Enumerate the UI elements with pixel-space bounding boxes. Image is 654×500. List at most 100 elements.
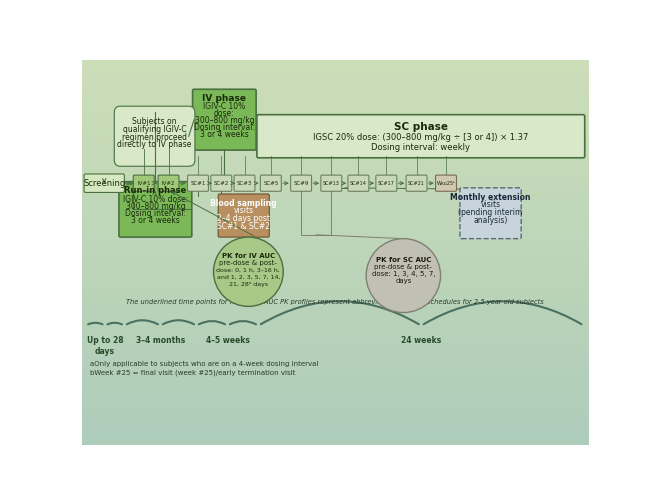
Bar	[82, 321, 589, 322]
Bar	[82, 170, 589, 171]
Bar	[82, 327, 589, 328]
Bar	[82, 121, 589, 122]
Bar	[82, 181, 589, 182]
Bar	[82, 434, 589, 435]
Bar	[82, 268, 589, 270]
Bar	[82, 101, 589, 102]
Bar	[82, 366, 589, 367]
Bar	[82, 196, 589, 197]
Bar	[82, 222, 589, 223]
Bar	[82, 294, 589, 295]
Bar	[82, 111, 589, 112]
Bar	[82, 398, 589, 399]
Bar	[82, 203, 589, 204]
Bar	[82, 274, 589, 275]
Bar	[82, 256, 589, 257]
Text: PK for IV AUC: PK for IV AUC	[222, 254, 275, 260]
Bar	[82, 280, 589, 281]
Bar	[82, 78, 589, 79]
Bar	[82, 304, 589, 305]
Bar	[82, 381, 589, 382]
Bar	[82, 112, 589, 113]
Text: pre-dose & post-: pre-dose & post-	[220, 260, 277, 266]
Bar	[82, 215, 589, 216]
Bar	[82, 310, 589, 311]
Bar	[82, 190, 589, 191]
Bar	[82, 116, 589, 117]
Bar	[82, 374, 589, 375]
Text: IGSC 20% dose: (300–800 mg/kg ÷ [3 or 4]) × 1.37: IGSC 20% dose: (300–800 mg/kg ÷ [3 or 4]…	[313, 132, 528, 141]
Bar	[82, 261, 589, 262]
Bar	[82, 76, 589, 77]
Bar	[82, 90, 589, 91]
Bar	[82, 432, 589, 434]
Bar	[82, 201, 589, 202]
Bar	[82, 354, 589, 355]
Bar	[82, 238, 589, 240]
FancyBboxPatch shape	[436, 175, 456, 192]
Bar	[82, 295, 589, 296]
Text: bWeek #25 = final visit (week #25)/early termination visit: bWeek #25 = final visit (week #25)/early…	[90, 370, 295, 376]
Bar	[82, 291, 589, 292]
Bar	[82, 158, 589, 160]
Bar	[82, 360, 589, 361]
Bar	[82, 358, 589, 359]
Bar	[82, 426, 589, 428]
Bar	[82, 340, 589, 341]
Bar	[82, 245, 589, 246]
Bar	[82, 187, 589, 188]
Bar	[82, 365, 589, 366]
Bar	[82, 160, 589, 161]
Bar	[82, 282, 589, 284]
FancyBboxPatch shape	[260, 175, 281, 192]
Bar	[82, 92, 589, 93]
Bar	[82, 216, 589, 217]
FancyBboxPatch shape	[119, 182, 192, 237]
Bar	[82, 134, 589, 136]
Bar	[82, 369, 589, 370]
Bar	[82, 152, 589, 153]
Text: SC#5: SC#5	[263, 180, 279, 186]
Bar	[82, 412, 589, 414]
Bar	[82, 142, 589, 143]
Bar	[82, 87, 589, 88]
Bar	[82, 207, 589, 208]
Bar	[82, 345, 589, 346]
Bar	[82, 351, 589, 352]
Bar	[82, 421, 589, 422]
Bar	[82, 349, 589, 350]
Bar	[82, 384, 589, 385]
Text: SC#1: SC#1	[190, 180, 206, 186]
FancyBboxPatch shape	[133, 175, 154, 192]
Bar	[82, 220, 589, 221]
Bar	[82, 173, 589, 174]
Bar	[82, 230, 589, 231]
Bar	[82, 163, 589, 164]
Text: SC#9: SC#9	[294, 180, 309, 186]
Text: Run-in phase: Run-in phase	[124, 186, 186, 196]
Bar	[82, 322, 589, 324]
Bar	[82, 348, 589, 349]
Bar	[82, 255, 589, 256]
Bar	[82, 186, 589, 187]
FancyBboxPatch shape	[376, 175, 397, 192]
Text: Wku25ᵇ: Wku25ᵇ	[436, 180, 456, 186]
Bar	[82, 67, 589, 68]
Bar	[82, 143, 589, 144]
Text: days: days	[395, 278, 411, 284]
Bar	[82, 151, 589, 152]
Bar	[82, 419, 589, 420]
Bar	[82, 100, 589, 101]
Bar	[82, 98, 589, 100]
Bar	[82, 130, 589, 131]
Bar	[82, 344, 589, 345]
Bar	[82, 409, 589, 410]
Bar	[82, 287, 589, 288]
Bar	[82, 221, 589, 222]
FancyBboxPatch shape	[257, 114, 585, 158]
Bar	[82, 162, 589, 163]
FancyBboxPatch shape	[114, 106, 195, 166]
Bar	[82, 228, 589, 230]
Bar	[82, 401, 589, 402]
Bar	[82, 307, 589, 308]
